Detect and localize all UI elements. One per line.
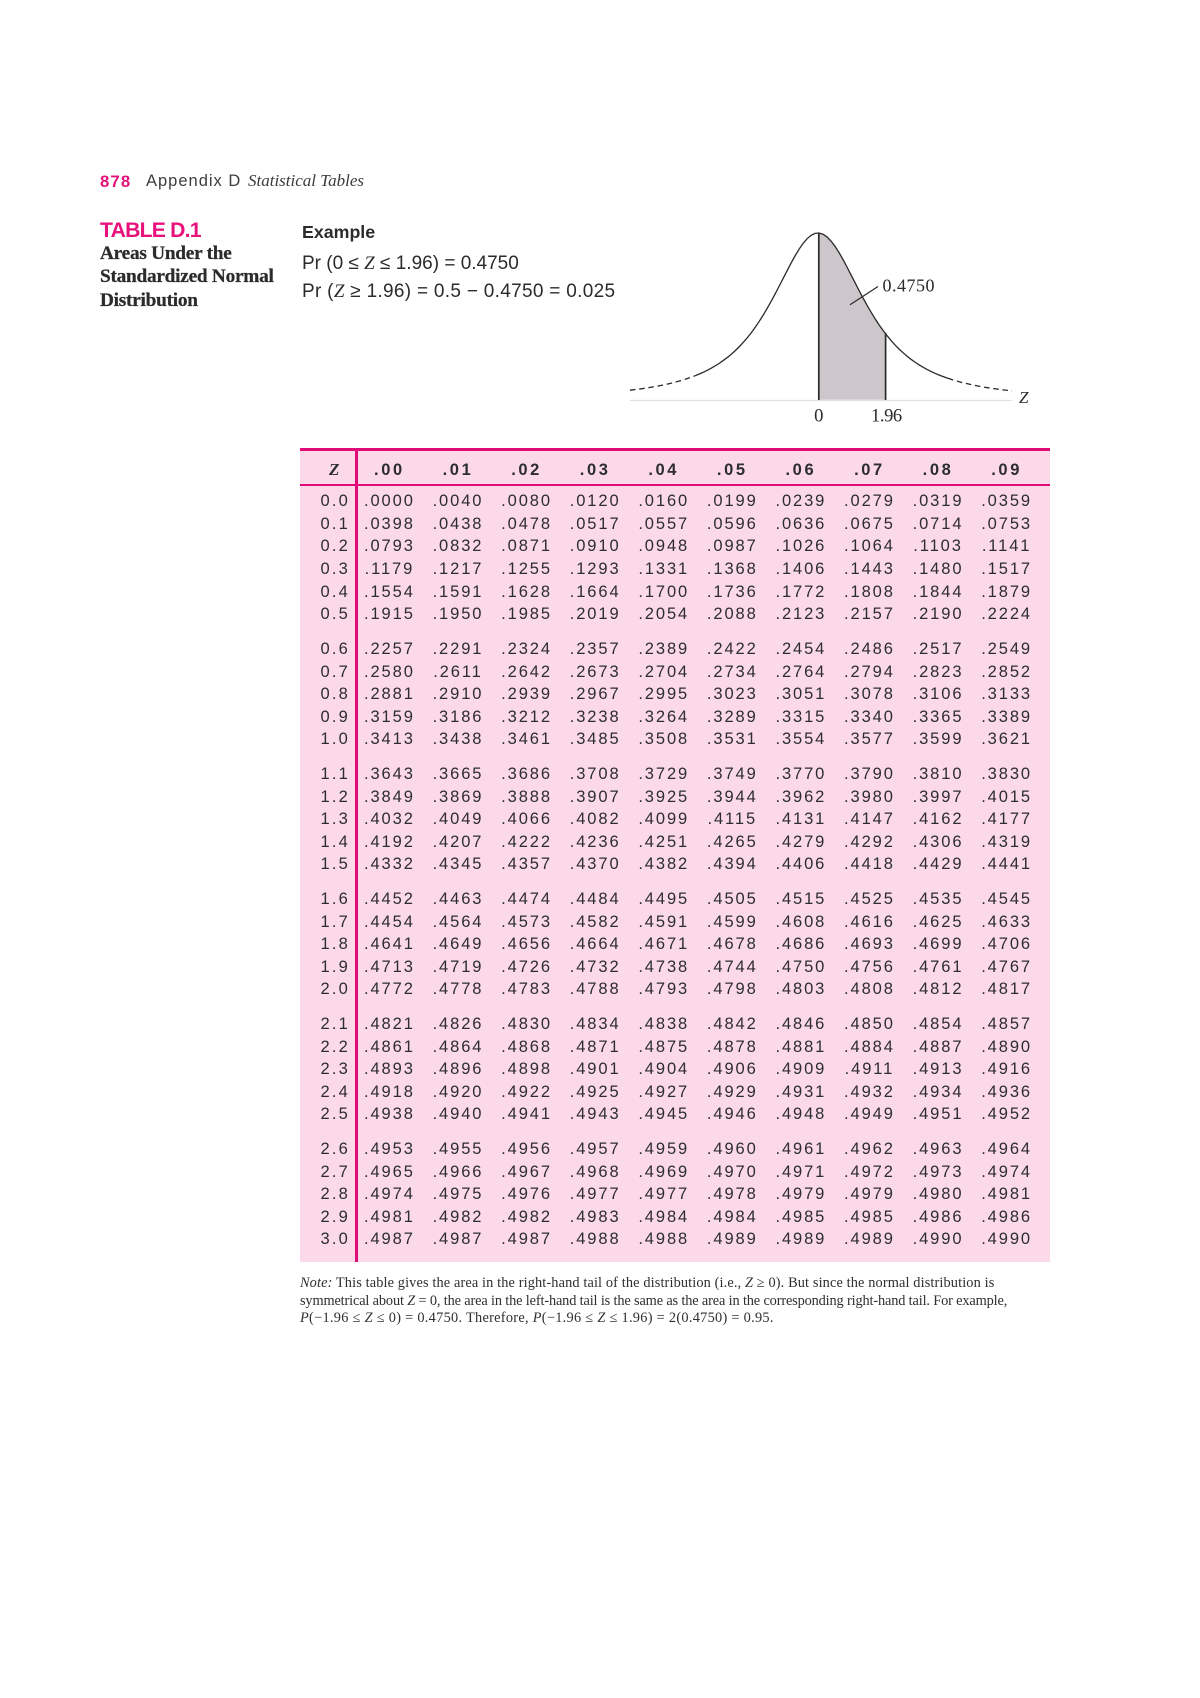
- svg-text:Z: Z: [1019, 388, 1029, 407]
- svg-text:1.96: 1.96: [871, 407, 902, 427]
- svg-text:0: 0: [814, 407, 823, 427]
- svg-text:0.4750: 0.4750: [883, 276, 936, 296]
